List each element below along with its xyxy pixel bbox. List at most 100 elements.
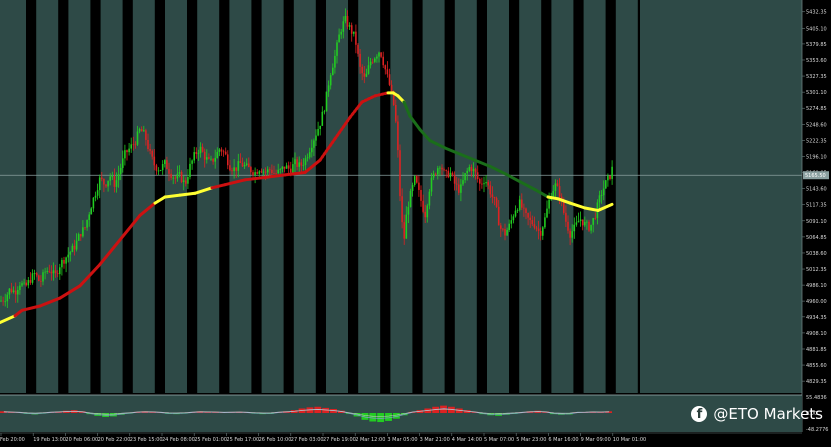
indicator-bar (455, 408, 463, 413)
price-tick-label: 4960.00 (806, 299, 827, 305)
candle-body (327, 85, 330, 92)
current-price-tag: 5165.50 (803, 171, 829, 180)
candle-body (277, 169, 279, 174)
candle-body (529, 217, 531, 221)
session-band (100, 0, 123, 393)
time-tick-label: 2 Mar 12:00 (355, 437, 385, 443)
candle-body (584, 221, 586, 226)
candle-body (298, 162, 300, 167)
candle-body (140, 129, 143, 132)
candle-body (161, 164, 164, 171)
candle-body (455, 183, 458, 185)
candle-body (567, 221, 569, 231)
price-tick-label: 5143.60 (806, 187, 827, 193)
candle-body (59, 267, 61, 275)
candle-body (470, 167, 473, 172)
candle-body (279, 168, 282, 170)
candle-body (8, 288, 11, 295)
candle-body (199, 146, 202, 154)
candle-body (510, 220, 513, 224)
candle-body (266, 169, 269, 173)
current-price-label: 5165.50 (805, 173, 826, 179)
candle-body (124, 150, 126, 159)
candle-body (489, 185, 492, 195)
candle-body (590, 224, 592, 231)
candle-body (300, 162, 303, 166)
candle-body (365, 73, 368, 77)
price-tick-label: 4908.10 (806, 331, 827, 337)
candle-body (21, 283, 23, 286)
time-tick-label: 5 Mar 23:00 (516, 437, 546, 443)
moving-average-segment (138, 201, 157, 217)
candle-body (533, 224, 536, 228)
moving-average-segment (518, 180, 537, 192)
candle-body (269, 169, 271, 171)
candle-body (361, 66, 363, 74)
candle-body (222, 151, 225, 153)
time-tick-label: 20 Feb 22:00 (98, 437, 131, 443)
candle-body (605, 180, 607, 189)
candle-body (44, 271, 46, 273)
candle-body (411, 184, 414, 191)
candle-body (405, 214, 408, 239)
candle-body (115, 180, 118, 187)
moving-average-segment (556, 197, 572, 205)
candle-body (346, 16, 349, 27)
candle-body (357, 44, 359, 54)
session-band (551, 0, 574, 393)
candle-body (109, 176, 111, 181)
price-tick-label: 5196.10 (806, 154, 827, 160)
price-tick-label: 4829.35 (806, 379, 827, 385)
candle-body (122, 158, 124, 168)
candle-body (273, 173, 275, 174)
candle-body (82, 227, 84, 237)
candle-body (155, 165, 158, 171)
candle-body (210, 158, 212, 160)
candle-body (378, 52, 380, 57)
moving-average-segment (163, 193, 182, 199)
candle-body (397, 121, 399, 151)
candle-body (350, 25, 353, 34)
candle-body (508, 223, 510, 230)
candle-body (554, 183, 557, 191)
candle-body (19, 285, 21, 291)
candle-body (560, 196, 563, 200)
candle-body (178, 172, 181, 174)
candle-body (180, 172, 183, 183)
candle-body (73, 245, 76, 250)
candle-body (445, 170, 447, 171)
session-bands (0, 0, 802, 393)
candle-body (382, 56, 384, 66)
moving-average-segment (263, 173, 287, 179)
candle-body (321, 111, 324, 126)
moving-average-segment (408, 114, 422, 132)
candle-body (369, 61, 372, 66)
candle-body (117, 174, 120, 181)
price-tick-label: 5117.35 (806, 203, 827, 209)
candlesticks (0, 8, 613, 308)
moving-average-segment (373, 91, 390, 98)
candle-body (136, 131, 139, 145)
candle-body (491, 194, 494, 197)
price-tick-label: 5038.60 (806, 251, 827, 257)
candle-body (581, 219, 584, 226)
candle-body (2, 300, 4, 302)
moving-average-segment (210, 183, 227, 190)
moving-average-segment (360, 94, 377, 104)
candle-body (586, 221, 588, 223)
time-tick-label: 27 Feb 19:00 (323, 437, 356, 443)
moving-average-segment (488, 164, 507, 176)
candle-body (281, 166, 284, 169)
moving-average-segment (348, 100, 364, 119)
candle-body (48, 271, 51, 272)
candle-body (233, 167, 235, 172)
price-tick-label: 5222.35 (806, 138, 827, 144)
candle-body (195, 152, 198, 154)
candle-body (399, 150, 401, 197)
candle-body (472, 168, 475, 172)
candle-body (340, 31, 342, 35)
session-band (68, 0, 91, 393)
price-tick-label: 5091.10 (806, 219, 827, 225)
candle-body (90, 208, 93, 215)
